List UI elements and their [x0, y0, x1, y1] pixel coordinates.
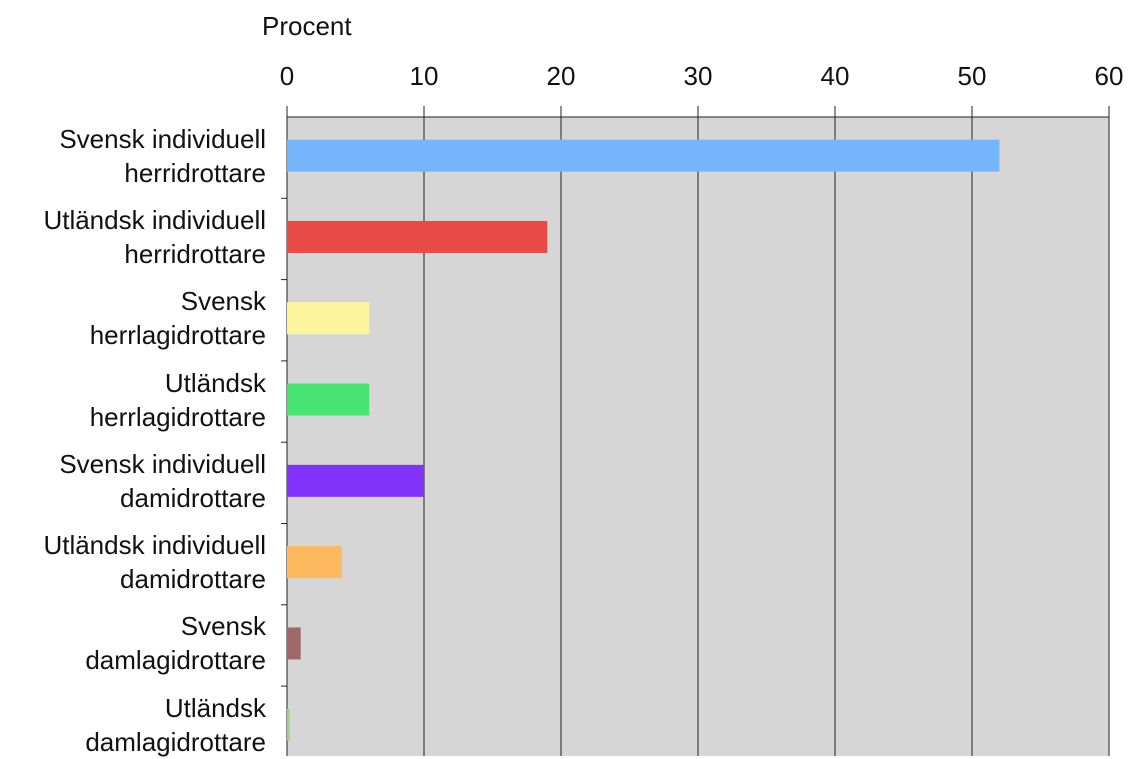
- y-tick-label: Svensk damlagidrottare: [85, 611, 266, 676]
- y-tick-label: Utländsk individuell damidrottare: [43, 530, 266, 595]
- bar: [287, 302, 370, 335]
- x-tick-label: 20: [547, 61, 576, 91]
- y-tick-label: Svensk individuell damidrottare: [59, 448, 266, 513]
- bar: [287, 546, 342, 579]
- x-tick-label: 60: [1095, 61, 1124, 91]
- x-tick-label: 0: [280, 61, 294, 91]
- y-tick-label: Svensk individuell herridrottare: [59, 123, 266, 188]
- bar: [287, 708, 290, 741]
- bar: [287, 139, 1000, 172]
- x-tick-label: 10: [410, 61, 439, 91]
- y-tick-label: Utländsk individuell herridrottare: [43, 204, 266, 269]
- axis-label: Procent: [262, 11, 352, 41]
- x-tick-label: 50: [958, 61, 987, 91]
- y-tick-label: Utländsk damlagidrottare: [85, 692, 266, 757]
- bar: [287, 383, 370, 416]
- bar: [287, 464, 424, 497]
- bar: [287, 220, 548, 253]
- y-tick-label: Utländsk herrlagidrottare: [89, 367, 266, 432]
- bar: [287, 627, 301, 660]
- x-tick-label: 40: [821, 61, 850, 91]
- y-tick-label: Svensk herrlagidrottare: [89, 286, 266, 351]
- x-tick-label: 30: [684, 61, 713, 91]
